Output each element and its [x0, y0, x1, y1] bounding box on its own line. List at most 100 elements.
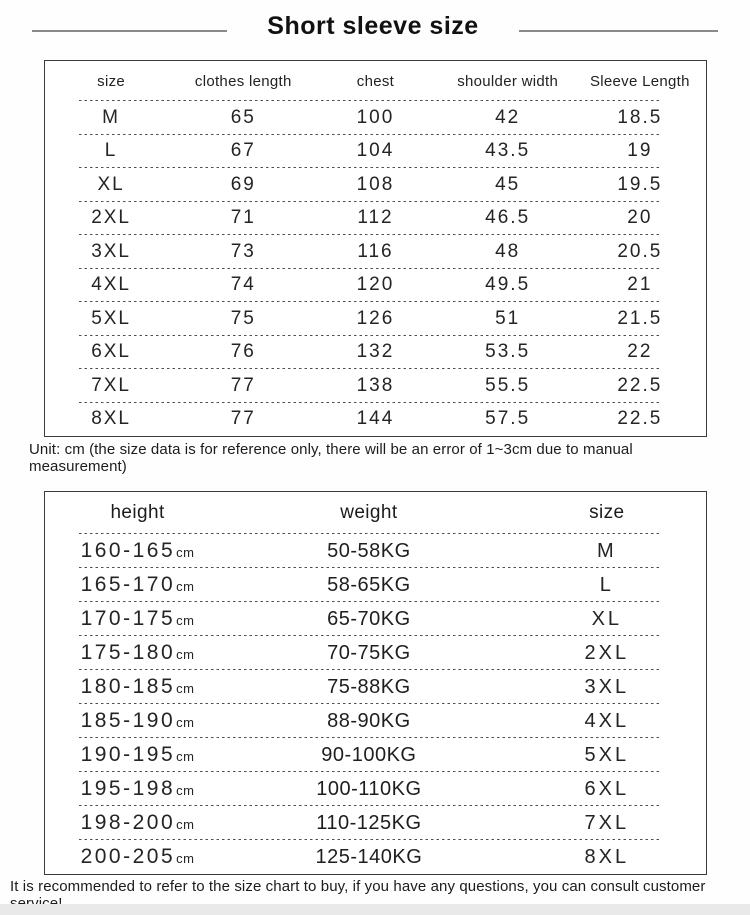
cell-height-unit: cm — [176, 817, 195, 832]
cell-shoulder-width: 48 — [495, 240, 521, 262]
cell-clothes-length: 77 — [230, 374, 256, 396]
table2-row: 190-195cm 90-100KG 5XL — [45, 738, 706, 772]
table1-row: 8XL 77 144 57.5 22.5 — [45, 403, 706, 437]
table1-row: 2XL 71 112 46.5 20 — [45, 202, 706, 236]
cell-shoulder-width: 46.5 — [485, 207, 531, 229]
cell-height-value: 165-170 — [80, 573, 176, 596]
table2-row: 165-170cm 58-65KG L — [45, 568, 706, 602]
cell-size: 6XL — [91, 341, 131, 363]
cell-sleeve-length: 18.5 — [617, 106, 663, 128]
table1-row: 6XL 76 132 53.5 22 — [45, 336, 706, 370]
cell-sleeve-length: 21.5 — [617, 307, 663, 329]
cell-sleeve-length: 21 — [627, 274, 653, 296]
cell-size: 7XL — [91, 374, 131, 396]
cell-height-unit: cm — [176, 681, 195, 696]
cell-height-value: 180-185 — [80, 675, 176, 698]
cell-shoulder-width: 49.5 — [485, 274, 531, 296]
cell-chest: 126 — [356, 307, 395, 329]
height-weight-size-table: height weight size 160-165cm 50-58KG M 1… — [44, 491, 707, 875]
cell-size: 2XL — [91, 207, 131, 229]
cell-chest: 138 — [356, 374, 395, 396]
cell-height: 175-180cm — [45, 641, 230, 665]
table1-row: 4XL 74 120 49.5 21 — [45, 269, 706, 303]
cell-size: 6XL — [584, 777, 630, 800]
table2-header-weight: weight — [340, 502, 398, 523]
cell-chest: 108 — [356, 173, 395, 195]
cell-height: 190-195cm — [45, 743, 230, 767]
table2-row: 175-180cm 70-75KG 2XL — [45, 636, 706, 670]
cell-shoulder-width: 53.5 — [485, 341, 531, 363]
cell-sleeve-length: 20.5 — [617, 240, 663, 262]
cell-size: 3XL — [584, 675, 630, 698]
table1-row: 5XL 75 126 51 21.5 — [45, 302, 706, 336]
table2-row: 195-198cm 100-110KG 6XL — [45, 772, 706, 806]
title-right-divider-line — [518, 30, 718, 32]
cell-clothes-length: 77 — [230, 408, 256, 430]
cell-chest: 112 — [357, 207, 394, 229]
cell-height-value: 198-200 — [80, 811, 176, 834]
cell-weight: 125-140KG — [315, 845, 423, 868]
cell-weight: 70-75KG — [327, 641, 411, 664]
cell-size: 5XL — [91, 307, 131, 329]
cell-chest: 116 — [357, 240, 394, 262]
table2-row: 200-205cm 125-140KG 8XL — [45, 840, 706, 874]
cell-weight: 58-65KG — [327, 573, 411, 596]
table1-header-row: size clothes length chest shoulder width… — [45, 61, 706, 101]
cell-weight: 90-100KG — [321, 743, 417, 766]
table1-row: 3XL 73 116 48 20.5 — [45, 235, 706, 269]
cell-height-unit: cm — [176, 545, 195, 560]
cell-height-value: 175-180 — [80, 641, 176, 664]
cell-weight: 100-110KG — [316, 777, 422, 800]
cell-height-unit: cm — [176, 579, 195, 594]
cell-clothes-length: 76 — [230, 341, 256, 363]
cell-chest: 132 — [356, 341, 395, 363]
table1-row: 7XL 77 138 55.5 22.5 — [45, 369, 706, 403]
title-left-divider-line — [32, 30, 228, 32]
cell-height-unit: cm — [176, 749, 195, 764]
table2-header-height: height — [110, 502, 165, 523]
cell-size: M — [597, 539, 617, 562]
table1-row: M 65 100 42 18.5 — [45, 101, 706, 135]
table2-header-size: size — [589, 502, 625, 523]
cell-height: 198-200cm — [45, 811, 230, 835]
cell-size: 5XL — [584, 743, 630, 766]
cell-weight: 65-70KG — [327, 607, 411, 630]
cell-sleeve-length: 19 — [627, 140, 653, 162]
cell-clothes-length: 74 — [230, 274, 256, 296]
size-measurement-table: size clothes length chest shoulder width… — [44, 60, 707, 437]
cell-chest: 120 — [356, 274, 395, 296]
cell-height: 170-175cm — [45, 607, 230, 631]
cell-chest: 100 — [356, 106, 395, 128]
cell-size: 4XL — [584, 709, 630, 732]
cell-sleeve-length: 19.5 — [617, 173, 663, 195]
cell-shoulder-width: 51 — [495, 307, 521, 329]
cell-height: 180-185cm — [45, 675, 230, 699]
cell-chest: 104 — [356, 140, 395, 162]
cell-chest: 144 — [356, 408, 395, 430]
cell-height: 185-190cm — [45, 709, 230, 733]
cell-clothes-length: 69 — [230, 173, 256, 195]
table2-row: 170-175cm 65-70KG XL — [45, 602, 706, 636]
cell-sleeve-length: 22 — [627, 341, 653, 363]
cell-size: 3XL — [91, 240, 131, 262]
cell-height-unit: cm — [176, 783, 195, 798]
cell-size: 4XL — [91, 274, 131, 296]
cell-size: M — [102, 106, 120, 128]
table1-header-shoulder-width: shoulder width — [457, 72, 559, 90]
cell-height: 195-198cm — [45, 777, 230, 801]
cell-shoulder-width: 45 — [495, 173, 521, 195]
table2-row: 185-190cm 88-90KG 4XL — [45, 704, 706, 738]
cell-size: 8XL — [584, 845, 630, 868]
cell-clothes-length: 75 — [230, 307, 256, 329]
cell-height: 200-205cm — [45, 845, 230, 869]
table1-header-sleeve-length: Sleeve Length — [589, 72, 690, 90]
cell-height-unit: cm — [176, 647, 195, 662]
cell-height-value: 160-165 — [80, 539, 176, 562]
cell-shoulder-width: 42 — [495, 106, 521, 128]
table2-row: 198-200cm 110-125KG 7XL — [45, 806, 706, 840]
cell-weight: 110-125KG — [316, 811, 422, 834]
table2-row: 160-165cm 50-58KG M — [45, 534, 706, 568]
table1-row: L 67 104 43.5 19 — [45, 135, 706, 169]
table2-header-row: height weight size — [45, 492, 706, 534]
